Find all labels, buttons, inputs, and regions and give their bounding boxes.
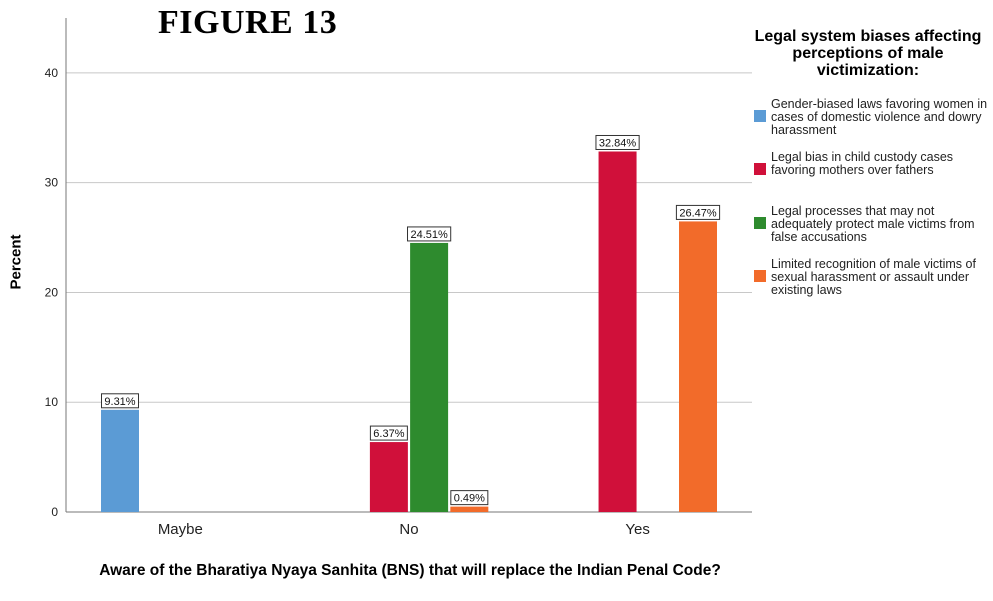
y-tick-label: 30 bbox=[45, 176, 59, 190]
bar bbox=[679, 221, 717, 512]
y-axis-title: Percent bbox=[8, 234, 25, 289]
y-tick-label: 0 bbox=[51, 505, 58, 519]
x-tick-label: No bbox=[399, 521, 418, 538]
legend-title: Legal system biases affecting perception… bbox=[752, 28, 984, 79]
x-axis-title: Aware of the Bharatiya Nyaya Sanhita (BN… bbox=[60, 562, 760, 579]
y-tick-label: 20 bbox=[45, 285, 59, 299]
legend-label: Legal processes that may not adequately … bbox=[771, 205, 991, 244]
y-tick-label: 40 bbox=[45, 66, 59, 80]
legend-swatch-red bbox=[754, 163, 766, 175]
data-label: 6.37% bbox=[373, 428, 404, 440]
legend-label: Limited recognition of male victims of s… bbox=[771, 258, 991, 297]
bar bbox=[410, 243, 448, 512]
data-label: 24.51% bbox=[410, 229, 448, 241]
data-label: 9.31% bbox=[104, 396, 135, 408]
legend-label: Gender-biased laws favoring women in cas… bbox=[771, 98, 991, 137]
data-label: 32.84% bbox=[599, 137, 637, 149]
legend-swatch-orange bbox=[754, 270, 766, 282]
y-tick-label: 10 bbox=[45, 395, 59, 409]
x-tick-label: Maybe bbox=[158, 521, 203, 538]
legend-swatch-blue bbox=[754, 110, 766, 122]
x-tick-label: Yes bbox=[625, 521, 649, 538]
bar bbox=[370, 442, 408, 512]
bar bbox=[101, 410, 139, 512]
legend-label: Legal bias in child custody cases favori… bbox=[771, 151, 991, 177]
data-label: 0.49% bbox=[454, 493, 485, 505]
legend-swatch-green bbox=[754, 217, 766, 229]
bar bbox=[450, 507, 488, 512]
bar bbox=[599, 151, 637, 512]
data-label: 26.47% bbox=[679, 207, 717, 219]
